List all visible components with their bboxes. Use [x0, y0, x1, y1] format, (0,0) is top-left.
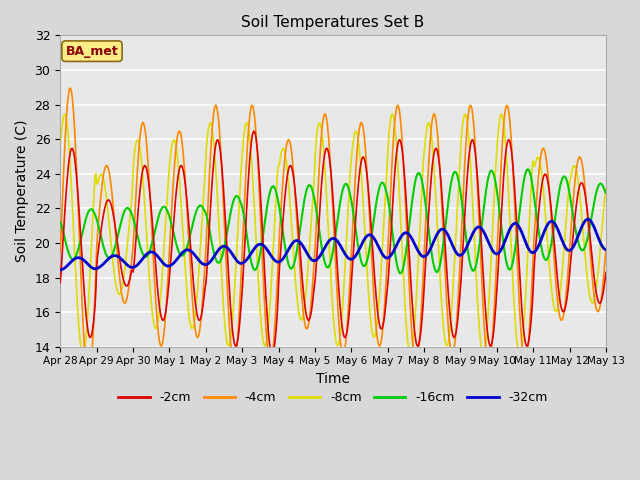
-8cm [401, 300, 409, 306]
-32cm [399, 231, 407, 237]
-2cm [268, 352, 276, 358]
-32cm [415, 250, 423, 256]
-8cm [61, 111, 68, 117]
-8cm [79, 351, 87, 357]
-16cm [524, 167, 532, 172]
Line: -2cm: -2cm [60, 131, 606, 355]
-16cm [56, 220, 64, 226]
Text: BA_met: BA_met [66, 45, 118, 58]
-4cm [66, 85, 74, 91]
-2cm [207, 204, 214, 210]
Title: Soil Temperatures Set B: Soil Temperatures Set B [241, 15, 425, 30]
-16cm [122, 206, 130, 212]
Y-axis label: Soil Temperature (C): Soil Temperature (C) [15, 120, 29, 262]
-32cm [207, 259, 214, 264]
-4cm [84, 378, 92, 384]
-16cm [416, 172, 424, 178]
-8cm [56, 142, 64, 147]
-16cm [66, 253, 74, 259]
-2cm [401, 178, 409, 183]
-16cm [178, 252, 186, 258]
-2cm [602, 270, 610, 276]
Line: -8cm: -8cm [60, 114, 606, 354]
-8cm [124, 238, 132, 244]
-32cm [178, 251, 186, 256]
-8cm [602, 185, 610, 191]
-2cm [250, 128, 258, 134]
-4cm [401, 189, 409, 194]
Line: -4cm: -4cm [60, 88, 606, 381]
Legend: -2cm, -4cm, -8cm, -16cm, -32cm: -2cm, -4cm, -8cm, -16cm, -32cm [113, 386, 553, 409]
-8cm [179, 234, 187, 240]
-2cm [178, 163, 186, 168]
-8cm [67, 172, 75, 178]
-32cm [602, 247, 610, 252]
-32cm [584, 216, 592, 222]
-4cm [67, 86, 75, 92]
Line: -32cm: -32cm [60, 219, 606, 270]
-16cm [602, 190, 610, 196]
-2cm [417, 329, 425, 335]
Line: -16cm: -16cm [60, 169, 606, 273]
-4cm [124, 291, 132, 297]
-8cm [208, 125, 216, 131]
-32cm [122, 261, 130, 267]
-4cm [208, 128, 216, 134]
-2cm [56, 280, 64, 286]
-16cm [400, 261, 408, 266]
-16cm [207, 233, 214, 239]
-4cm [417, 317, 425, 323]
-4cm [56, 249, 64, 254]
-32cm [56, 267, 64, 273]
X-axis label: Time: Time [316, 372, 350, 386]
-4cm [602, 247, 610, 252]
-8cm [417, 205, 425, 211]
-4cm [179, 150, 187, 156]
-2cm [122, 283, 130, 289]
-2cm [66, 151, 74, 156]
-32cm [66, 260, 74, 266]
-16cm [396, 270, 404, 276]
